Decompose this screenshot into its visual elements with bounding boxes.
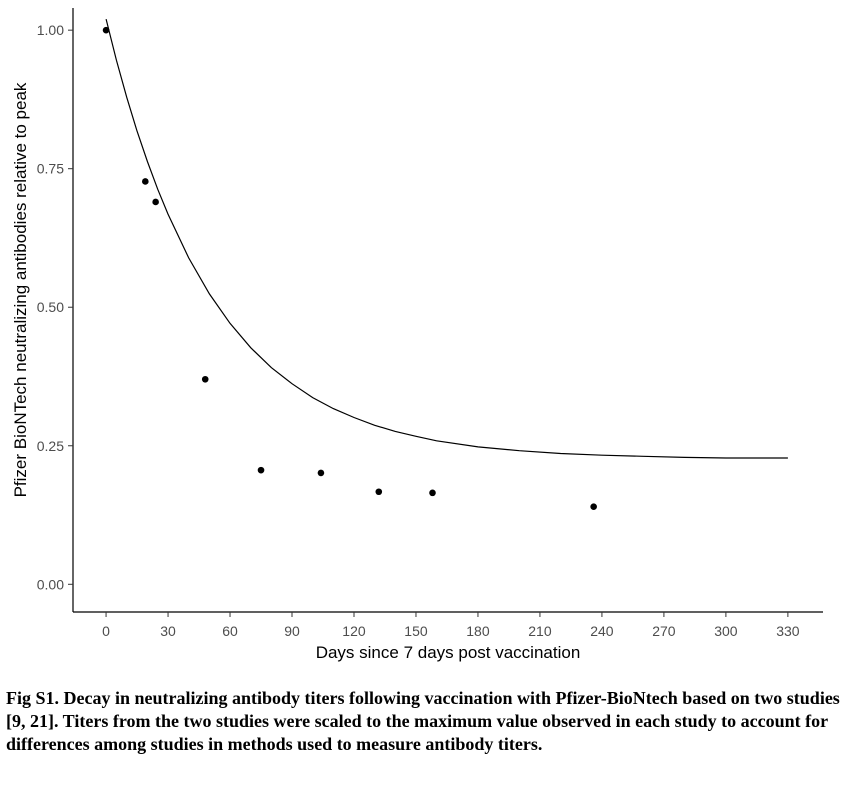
x-tick-label: 120 [342, 623, 366, 639]
data-point [590, 503, 597, 511]
y-axis-title: Pfizer BioNTech neutralizing antibodies … [11, 82, 30, 497]
x-tick-label: 240 [590, 623, 614, 639]
y-tick-label: 0.75 [37, 161, 64, 177]
axes: 0 30 60 90 120 150 180 210 240 270 300 330 0.00 0.25 0… [37, 8, 823, 639]
data-point [257, 466, 265, 474]
x-tick-label: 270 [652, 623, 676, 639]
data-points-layer [102, 26, 597, 511]
fitted-curve-layer [105, 18, 788, 459]
data-point [375, 488, 383, 496]
x-tick-label: 90 [284, 623, 300, 639]
data-point [429, 489, 436, 497]
figure-caption: Fig S1. Decay in neutralizing antibody t… [6, 688, 840, 754]
data-point [201, 375, 209, 383]
data-point [152, 198, 159, 206]
x-tick-label: 330 [776, 623, 800, 639]
y-tick-label: 1.00 [37, 22, 64, 38]
data-point [317, 469, 325, 477]
chart: 0 30 60 90 120 150 180 210 240 270 300 330 0.00 0.25 0… [11, 8, 823, 662]
y-tick-label: 0.25 [37, 438, 64, 454]
x-axis-title: Days since 7 days post vaccination [316, 643, 581, 662]
x-tick-label: 180 [466, 623, 490, 639]
x-tick-label: 210 [528, 623, 552, 639]
data-point [142, 178, 149, 185]
x-tick-label: 30 [160, 623, 176, 639]
x-tick-label: 300 [714, 623, 738, 639]
x-tick-label: 60 [222, 623, 238, 639]
y-tick-label: 0.00 [37, 576, 64, 592]
x-tick-label: 150 [404, 623, 428, 639]
x-tick-label: 0 [102, 623, 110, 639]
y-tick-label: 0.50 [37, 299, 64, 315]
fitted-decay-curve [105, 18, 788, 459]
data-point [102, 26, 110, 34]
